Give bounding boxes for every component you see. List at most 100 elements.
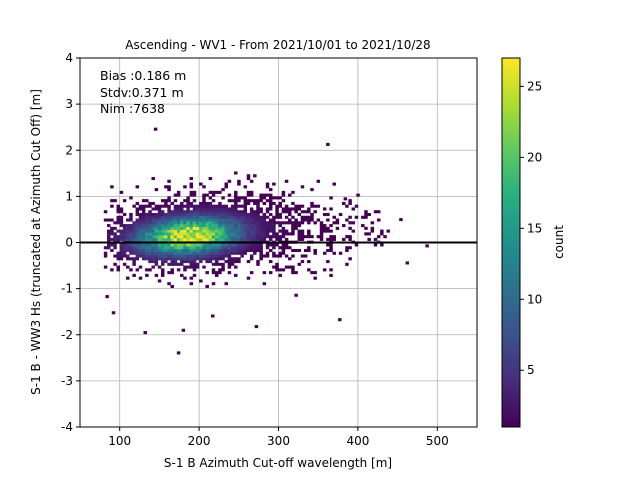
heatmap-cell [208, 212, 213, 217]
heatmap-cell [297, 221, 302, 225]
heatmap-cell [265, 235, 270, 239]
heatmap-cell [154, 218, 159, 222]
heatmap-cell [122, 237, 127, 241]
heatmap-cell [214, 257, 219, 261]
heatmap-cell [234, 260, 238, 264]
heatmap-cell [338, 251, 343, 255]
heatmap-cell [211, 226, 216, 230]
heatmap-cell [195, 215, 200, 219]
heatmap-cell [234, 229, 238, 233]
heatmap-cell [322, 212, 327, 217]
heatmap-cell [246, 177, 251, 181]
heatmap-cell [192, 257, 197, 261]
heatmap-cell [202, 224, 206, 228]
heatmap-cell [113, 226, 117, 230]
heatmap-cell [199, 204, 203, 208]
heatmap-cell [224, 237, 228, 241]
heatmap-cell [135, 246, 140, 250]
heatmap-cell [345, 204, 349, 208]
outlier-cell [211, 314, 215, 318]
heatmap-cell [249, 224, 254, 228]
heatmap-cell [240, 218, 244, 222]
heatmap-cell [237, 224, 241, 228]
heatmap-cell [148, 243, 152, 247]
heatmap-cell [176, 243, 181, 247]
heatmap-cell [119, 257, 124, 261]
heatmap-cell [167, 229, 171, 233]
heatmap-cell [129, 268, 133, 272]
heatmap-cell [167, 179, 171, 183]
heatmap-cell [303, 248, 308, 253]
heatmap-cell [167, 251, 171, 255]
heatmap-cell [256, 248, 260, 253]
heatmap-cell [272, 235, 276, 239]
heatmap-cell [303, 210, 308, 214]
heatmap-cell [288, 207, 292, 211]
heatmap-cell [145, 235, 149, 239]
heatmap-cell [224, 212, 228, 217]
heatmap-cell [164, 221, 168, 225]
heatmap-cell [119, 232, 124, 236]
heatmap-cell [361, 215, 365, 219]
heatmap-cell [310, 204, 314, 208]
heatmap-cell [173, 251, 178, 255]
heatmap-cell [116, 254, 120, 258]
heatmap-cell [214, 229, 219, 233]
outlier-cell [405, 261, 410, 265]
heatmap-cell [122, 199, 127, 203]
heatmap-cell [135, 210, 140, 214]
heatmap-cell [218, 221, 222, 225]
heatmap-cell [278, 235, 282, 239]
outlier-cell [111, 311, 116, 315]
heatmap-cell [272, 218, 276, 222]
heatmap-cell [288, 218, 292, 222]
heatmap-cell [199, 243, 203, 247]
heatmap-cell [202, 193, 206, 197]
heatmap-cell [157, 210, 162, 214]
heatmap-cell [234, 226, 238, 230]
heatmap-cell [180, 248, 184, 253]
heatmap-cell [234, 273, 238, 277]
heatmap-cell [224, 229, 228, 233]
heatmap-cell [135, 218, 140, 222]
x-axis-ticks: 100 200 300 400 500 [108, 427, 449, 448]
heatmap-cell [265, 185, 270, 189]
heatmap-cell [145, 254, 149, 258]
heatmap-cell [268, 201, 273, 205]
heatmap-cell [262, 193, 267, 197]
heatmap-cell [122, 251, 127, 255]
heatmap-cell [154, 246, 159, 250]
heatmap-cell [192, 232, 197, 236]
heatmap-cell [129, 235, 133, 239]
heatmap-cell [249, 190, 254, 194]
heatmap-cell [326, 229, 330, 233]
heatmap-cell [268, 188, 273, 192]
heatmap-cell [202, 215, 206, 219]
heatmap-cell [157, 248, 162, 253]
heatmap-cell [348, 246, 352, 250]
heatmap-cell [183, 210, 187, 214]
heatmap-cell [221, 210, 225, 214]
heatmap-cell [135, 221, 140, 225]
heatmap-cell [135, 226, 140, 230]
heatmap-cell [148, 232, 152, 236]
heatmap-cell [132, 204, 136, 208]
heatmap-cell [345, 262, 349, 266]
heatmap-cell [329, 224, 333, 228]
heatmap-cell [119, 237, 124, 241]
heatmap-cell [183, 199, 187, 203]
heatmap-cell [249, 243, 254, 247]
heatmap-cell [205, 243, 209, 247]
heatmap-cell [354, 204, 359, 208]
heatmap-cell [173, 260, 178, 264]
heatmap-cell [307, 260, 311, 264]
heatmap-cell [275, 237, 279, 241]
heatmap-cell [186, 237, 190, 241]
heatmap-cell [291, 254, 295, 258]
heatmap-cell [272, 215, 276, 219]
outlier-cell [338, 318, 342, 322]
heatmap-cell [189, 251, 194, 255]
heatmap-cell [288, 257, 292, 261]
heatmap-cell [268, 207, 273, 211]
heatmap-cell [186, 196, 190, 200]
